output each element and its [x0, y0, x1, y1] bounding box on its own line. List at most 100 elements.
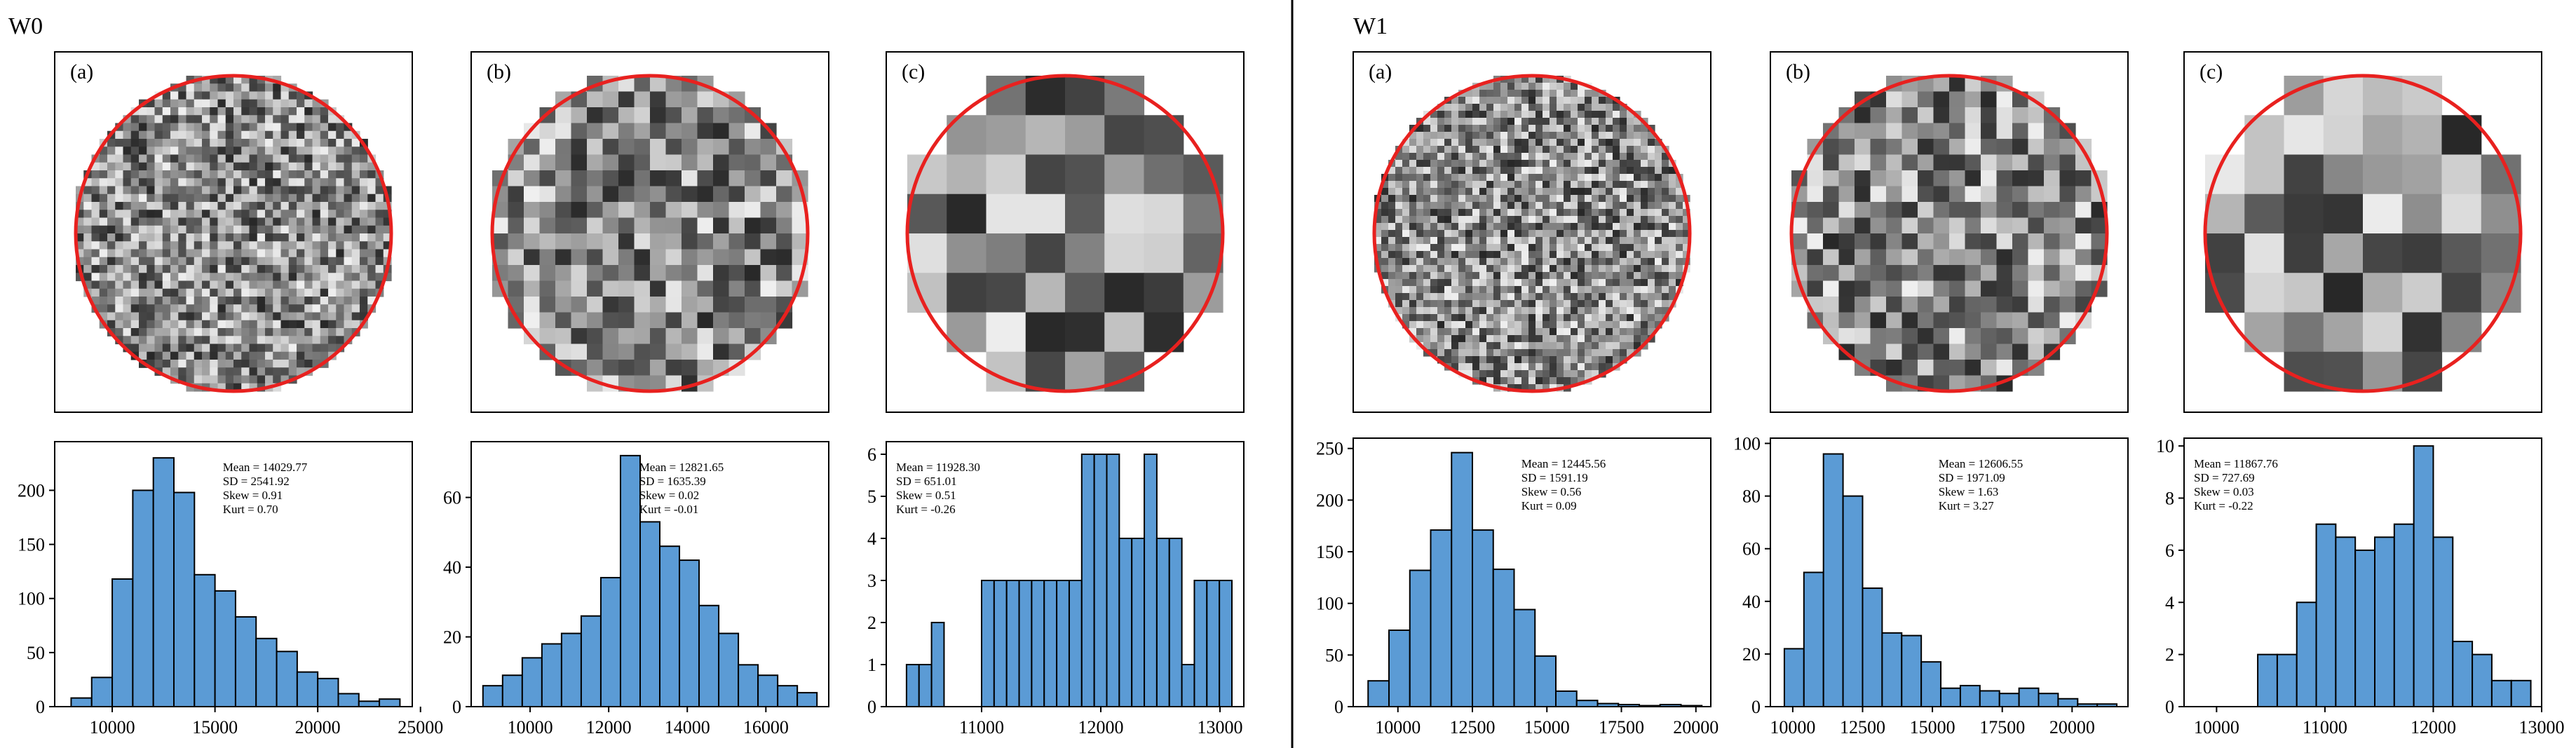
section-title-w1: W1: [1353, 13, 1388, 39]
histogram-bar: [1639, 705, 1661, 707]
histogram-bar: [1409, 569, 1432, 707]
histogram-bar: [1492, 569, 1515, 707]
histogram-w1-a: 10000 12500 15000 17500 20000 0 50 100 150 200 250…: [1316, 437, 1719, 737]
histogram-bar: [379, 698, 401, 708]
histogram-bar: [214, 590, 236, 708]
histogram-bar: [1513, 608, 1536, 707]
histogram-bar: [111, 578, 134, 708]
x-tick-label: 12500: [1840, 717, 1885, 737]
sem-image-panel-3: (c): [886, 51, 1245, 413]
histogram-bar: [1367, 680, 1390, 708]
histogram-bar: [1881, 632, 1903, 707]
histogram-bar: [1575, 700, 1599, 708]
y-tick-label: 20: [443, 627, 461, 648]
histogram-bar: [2296, 601, 2317, 708]
histogram-bar: [905, 664, 920, 707]
sem-image-panel-6: (c): [2183, 51, 2542, 413]
histogram-w1-c: 10000 11000 12000 13000 0 2 4 6 8 10 Mean = 11867.…: [2156, 436, 2565, 737]
y-tick-label: 40: [443, 557, 461, 578]
y-tick-label: 0: [1334, 697, 1343, 717]
sem-image-panel-5: (b): [1770, 51, 2129, 413]
stats-annotation: Kurt = 3.27: [1939, 499, 1994, 512]
sem-image-panel-4: (a): [1353, 51, 1711, 413]
roi-circle: [2203, 74, 2523, 393]
x-tick-label: 13000: [2519, 717, 2565, 737]
histogram-bar: [2038, 693, 2059, 707]
histogram-bar: [1005, 580, 1020, 707]
y-tick-label: 150: [18, 535, 45, 555]
histogram-bar: [993, 580, 1008, 707]
histogram-bar: [1168, 538, 1183, 707]
histogram-bar: [1555, 690, 1578, 708]
stats-annotation: Mean = 11867.76: [2194, 457, 2278, 470]
histogram-bar: [2452, 641, 2474, 707]
y-tick-label: 5: [867, 487, 876, 507]
histogram-bar: [1862, 587, 1883, 707]
histogram-bar: [152, 457, 175, 708]
histogram-bar: [1842, 495, 1864, 707]
histogram-bar: [1451, 451, 1473, 707]
roi-circle: [490, 74, 810, 393]
grayscale-pixels: [492, 76, 808, 392]
histogram-bar: [1131, 538, 1146, 707]
histogram-bar: [580, 615, 602, 707]
histogram-bar: [2315, 523, 2337, 707]
stats-annotation: SD = 2541.92: [223, 475, 290, 488]
histogram-bar: [698, 604, 720, 708]
roi-circle: [905, 74, 1225, 393]
histogram-bar: [1472, 529, 1494, 707]
stats-annotation: Skew = 1.63: [1939, 485, 1999, 498]
histogram-bar: [560, 632, 582, 707]
histogram-bar: [2276, 653, 2298, 707]
x-tick-label: 15000: [1524, 717, 1570, 737]
x-tick-label: 10000: [90, 717, 135, 737]
y-tick-label: 0: [867, 697, 876, 717]
x-tick-label: 11000: [959, 717, 1004, 737]
histogram-bar: [521, 657, 543, 707]
y-tick-label: 0: [36, 697, 45, 717]
stats-annotation: Kurt = 0.09: [1521, 499, 1577, 512]
y-tick-label: 0: [452, 697, 461, 717]
histogram-bar: [255, 637, 278, 707]
histogram-bar: [1430, 529, 1453, 707]
section-title-w0: W0: [8, 13, 43, 39]
histogram-bar: [2413, 445, 2434, 707]
y-tick-label: 60: [1742, 539, 1761, 559]
histogram-bar: [1940, 687, 1961, 708]
x-tick-label: 13000: [1198, 717, 1243, 737]
histogram-bar: [2096, 703, 2118, 708]
histogram-bar: [1534, 655, 1557, 707]
y-tick-label: 3: [867, 571, 876, 591]
histogram-bar: [777, 685, 799, 708]
histogram-bar: [2257, 653, 2278, 707]
stats-annotation: SD = 1635.39: [639, 475, 706, 488]
y-tick-label: 6: [2165, 540, 2174, 561]
histogram-bar: [501, 674, 523, 707]
histogram-bar: [1068, 580, 1083, 707]
x-tick-label: 12000: [586, 717, 632, 737]
histogram-bar: [337, 693, 360, 708]
roi-circle: [1372, 74, 1692, 393]
x-tick-label: 10000: [1770, 717, 1815, 737]
stats-annotation: Mean = 12821.65: [639, 461, 724, 474]
image-label: (a): [1369, 60, 1392, 83]
histogram-bar: [1822, 453, 1844, 707]
histogram-w1-b: 10000 12500 15000 17500 20000 0 20 40 60 80 100 Mea…: [1733, 434, 2129, 737]
histogram-bar: [1803, 571, 1824, 707]
histogram-bar: [1959, 684, 1981, 707]
y-tick-label: 80: [1742, 487, 1761, 507]
histogram-bar: [718, 632, 740, 707]
x-tick-label: 14000: [665, 717, 710, 737]
histogram-bar: [1388, 629, 1411, 707]
x-tick-label: 20000: [2049, 717, 2095, 737]
y-tick-label: 4: [867, 529, 876, 549]
histogram-bar: [1080, 454, 1095, 707]
histogram-w0-a: 10000 15000 20000 25000 0 50 100 150 200 Mean = 1…: [18, 441, 443, 737]
histogram-bar: [276, 651, 298, 707]
x-tick-label: 20000: [295, 717, 341, 737]
histogram-bar: [132, 489, 154, 708]
stats-annotation: SD = 651.01: [896, 475, 957, 488]
histogram-bar: [599, 576, 621, 708]
image-label: (c): [2199, 60, 2223, 83]
